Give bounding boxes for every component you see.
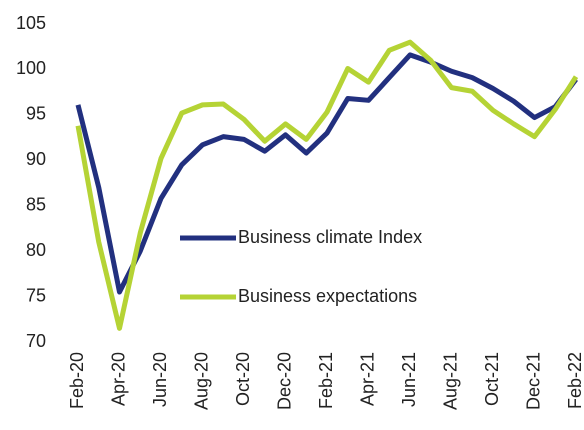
y-tick-label: 70 [26,331,46,351]
x-tick-label: Aug-21 [440,352,460,410]
legend-label: Business expectations [238,286,417,306]
x-tick-label: Jun-20 [150,352,170,407]
y-tick-label: 105 [16,13,46,33]
y-tick-label: 80 [26,240,46,260]
x-tick-label: Apr-20 [108,352,128,406]
x-tick-label: Dec-20 [274,352,294,410]
x-tick-label: Aug-20 [191,352,211,410]
y-tick-label: 95 [26,104,46,124]
x-tick-label: Oct-21 [482,352,502,406]
y-tick-label: 100 [16,58,46,78]
x-tick-label: Feb-22 [565,352,584,409]
line [75,39,579,331]
y-tick-label: 90 [26,149,46,169]
legend-label: Business climate Index [238,227,422,247]
x-tick-label: Apr-21 [357,352,377,406]
y-tick-label: 85 [26,194,46,214]
x-tick-label: Feb-20 [67,352,87,409]
x-tick-label: Feb-21 [316,352,336,409]
x-tick-label: Oct-20 [233,352,253,406]
line [75,52,578,295]
y-tick-label: 75 [26,285,46,305]
x-tick-label: Dec-21 [523,352,543,410]
x-tick-label: Jun-21 [399,352,419,407]
